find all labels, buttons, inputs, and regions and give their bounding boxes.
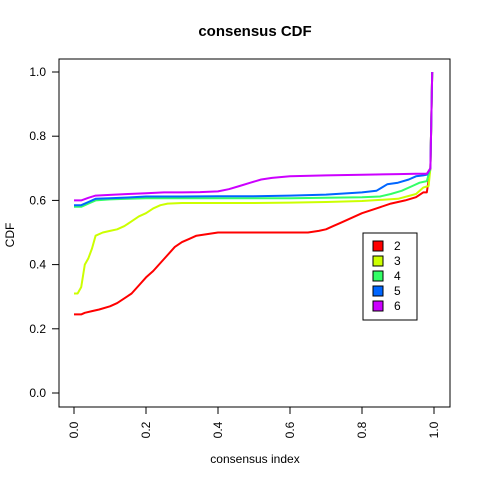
x-tick-label: 0.8 <box>355 421 369 438</box>
series-line-5 <box>74 71 434 207</box>
x-tick-label: 0.4 <box>211 421 225 438</box>
legend-box <box>362 232 418 321</box>
series-line-4 <box>74 71 434 208</box>
legend-swatch <box>372 285 384 297</box>
series-line-3 <box>74 71 434 295</box>
x-tick-label: 0.2 <box>139 421 153 438</box>
legend-label: 6 <box>394 299 401 313</box>
x-tick-label: 0.6 <box>283 421 297 438</box>
legend-label: 3 <box>394 254 401 268</box>
x-tick-label: 1.0 <box>427 421 441 438</box>
legend-swatch <box>372 270 384 282</box>
y-tick-label: 1.0 <box>29 65 46 79</box>
legend-label: 2 <box>394 239 401 253</box>
x-axis-label: consensus index <box>210 452 299 466</box>
y-axis-label: CDF <box>3 223 17 248</box>
y-axis: 0.0 0.2 0.4 0.6 0.8 1.0 <box>29 65 60 400</box>
series-line-2 <box>74 71 434 316</box>
y-tick-label: 0.2 <box>29 322 46 336</box>
x-axis: 0.0 0.2 0.4 0.6 0.8 1.0 <box>67 406 441 438</box>
y-tick-label: 0.8 <box>29 129 46 143</box>
legend-swatch <box>372 300 384 312</box>
x-tick-label: 0.0 <box>67 421 81 438</box>
legend-label: 5 <box>394 284 401 298</box>
legend-swatch <box>372 240 384 252</box>
y-tick-label: 0.0 <box>29 386 46 400</box>
series-group <box>74 71 434 316</box>
chart-title: consensus CDF <box>198 23 311 40</box>
legend-swatch <box>372 255 384 267</box>
series-line-6 <box>74 71 434 202</box>
y-tick-label: 0.4 <box>29 258 46 272</box>
y-tick-label: 0.6 <box>29 193 46 207</box>
legend-label: 4 <box>394 269 401 283</box>
